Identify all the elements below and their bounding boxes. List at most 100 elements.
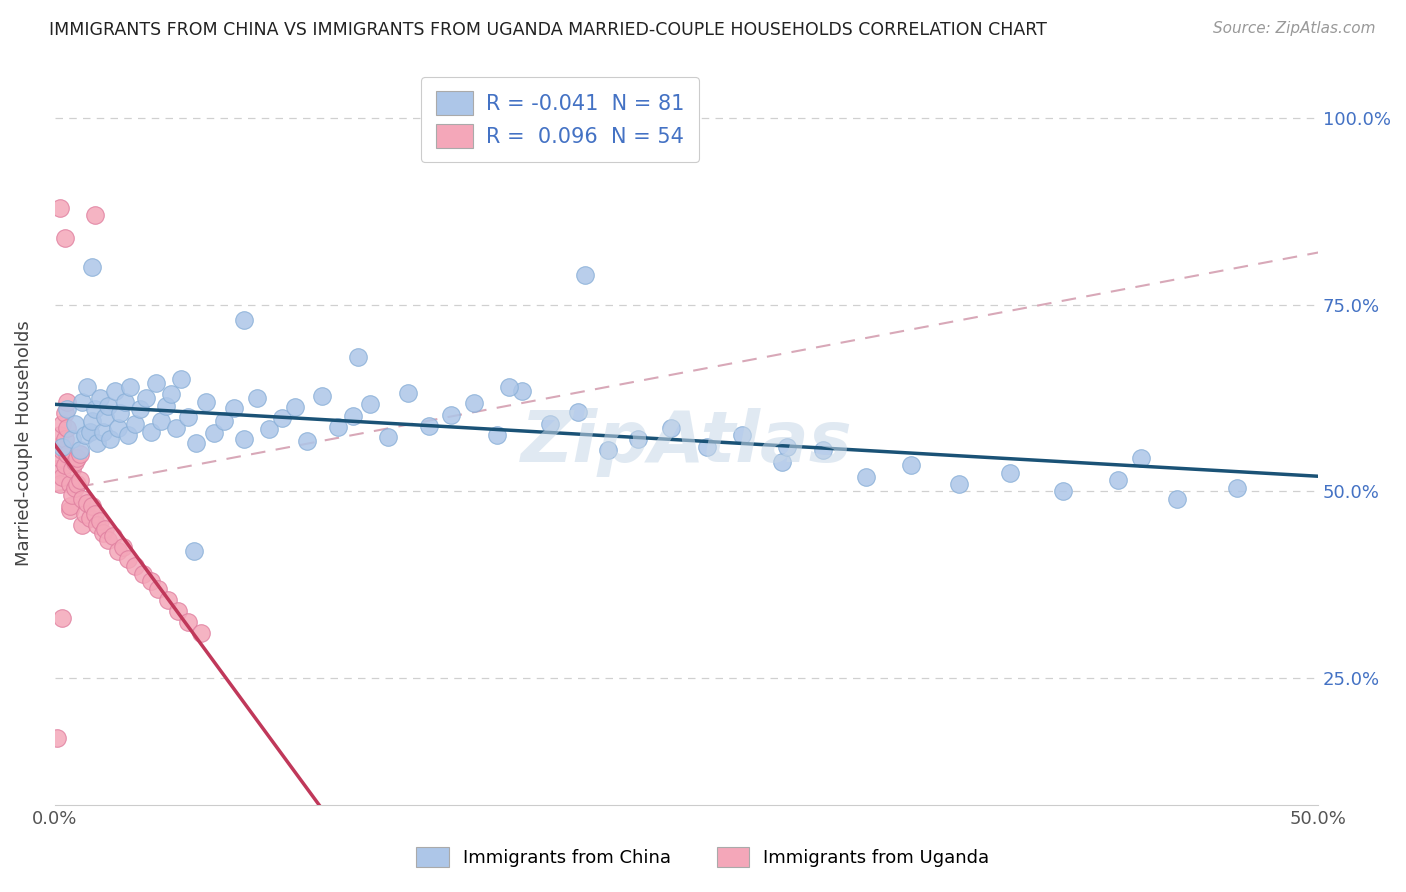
Point (184, 436, 207, 450)
Point (53, 458, 76, 473)
Point (696, 440, 718, 454)
Point (110, 406, 132, 420)
Point (86, 518, 108, 533)
Point (79, 425, 101, 439)
Point (84, 208, 107, 222)
Point (91, 425, 114, 439)
Point (89, 391, 111, 405)
Point (811, 443, 834, 458)
Point (190, 626, 212, 640)
Point (72, 518, 94, 533)
Point (117, 551, 139, 566)
Point (59, 500, 82, 514)
Point (117, 428, 139, 442)
Point (195, 395, 218, 409)
Point (627, 432, 650, 446)
Point (498, 380, 520, 394)
Text: ZipAtlas: ZipAtlas (520, 409, 852, 477)
Point (60, 488, 83, 502)
Point (46, 462, 69, 476)
Point (91, 525, 114, 540)
Point (69, 473, 91, 487)
Point (1226, 481, 1249, 495)
Point (120, 380, 142, 394)
Point (124, 559, 146, 574)
Point (167, 604, 190, 618)
Point (326, 420, 349, 434)
Point (177, 615, 200, 629)
Point (56, 421, 79, 435)
Point (53, 230, 76, 244)
Text: Source: ZipAtlas.com: Source: ZipAtlas.com (1212, 21, 1375, 36)
Point (463, 395, 485, 409)
Point (855, 469, 877, 483)
Point (76, 380, 98, 394)
Point (48, 477, 70, 491)
Point (56, 402, 79, 417)
Point (165, 421, 187, 435)
Point (76, 496, 98, 510)
Point (51, 469, 73, 483)
Point (89, 514, 111, 528)
Point (114, 395, 136, 409)
Point (770, 454, 793, 468)
Point (59, 477, 82, 491)
Point (129, 402, 152, 417)
Point (101, 529, 124, 543)
Point (538, 417, 561, 431)
Point (72, 395, 94, 409)
Point (485, 428, 508, 442)
Point (56, 395, 79, 409)
Point (1052, 484, 1074, 499)
Point (69, 443, 91, 458)
Point (72, 491, 94, 506)
Point (900, 458, 922, 473)
Point (53, 406, 76, 420)
Point (107, 421, 129, 435)
Point (418, 418, 440, 433)
Point (202, 426, 225, 441)
Point (170, 372, 193, 386)
Point (66, 477, 89, 491)
Point (396, 385, 419, 400)
Point (157, 592, 180, 607)
Point (155, 399, 177, 413)
Point (139, 425, 162, 439)
Point (574, 268, 596, 282)
Point (97, 399, 120, 413)
Point (46, 440, 69, 454)
Legend: Immigrants from China, Immigrants from Uganda: Immigrants from China, Immigrants from U… (409, 839, 997, 874)
Point (567, 405, 589, 419)
Point (145, 376, 167, 391)
Point (73, 428, 96, 442)
Point (1166, 491, 1188, 506)
Point (776, 440, 799, 454)
Point (177, 409, 200, 424)
Point (222, 401, 245, 415)
Point (212, 413, 235, 427)
Point (86, 436, 108, 450)
Point (271, 411, 294, 425)
Point (377, 430, 399, 444)
Point (82, 500, 104, 514)
Point (56, 447, 79, 461)
Point (346, 350, 368, 364)
Point (63, 481, 86, 495)
Point (51, 443, 73, 458)
Point (84, 507, 107, 521)
Point (1108, 473, 1130, 487)
Point (59, 503, 82, 517)
Point (79, 510, 101, 524)
Point (51, 440, 73, 454)
Point (82, 260, 104, 275)
Y-axis label: Married-couple Households: Married-couple Households (15, 320, 32, 566)
Point (63, 417, 86, 432)
Point (97, 533, 120, 547)
Point (284, 400, 307, 414)
Point (659, 421, 682, 435)
Point (111, 541, 134, 555)
Point (146, 582, 169, 596)
Point (48, 428, 70, 442)
Point (233, 432, 256, 446)
Point (48, 201, 70, 215)
